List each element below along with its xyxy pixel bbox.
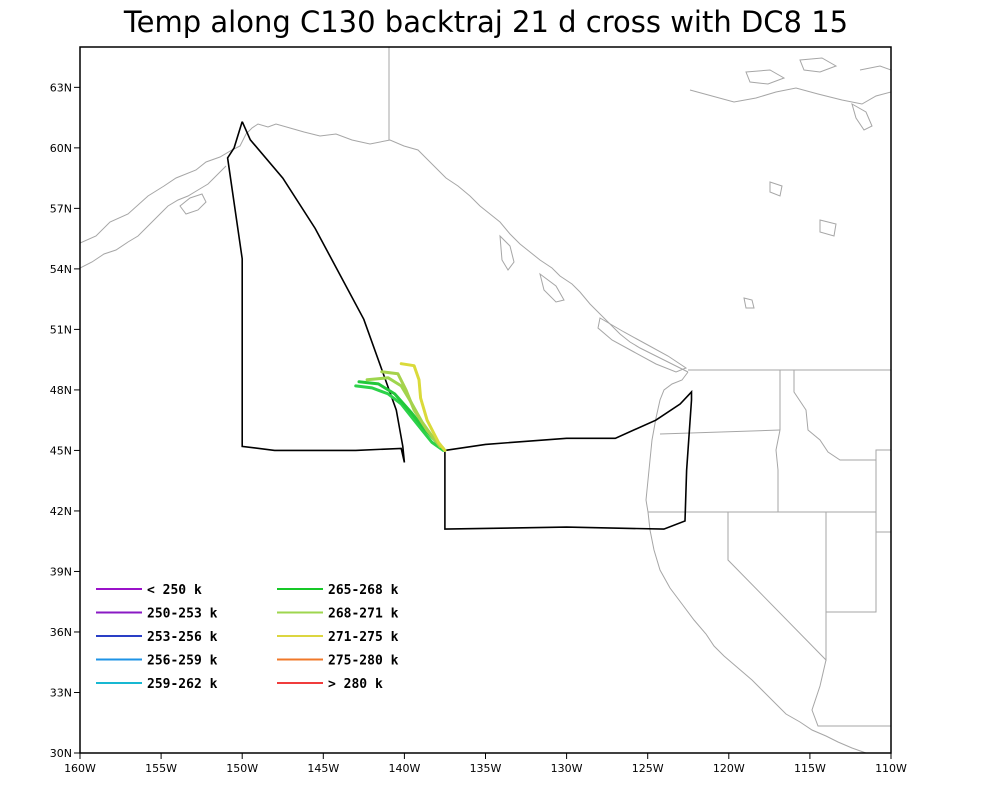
y-tick-label: 39N [50, 565, 72, 578]
x-tick-label: 120W [713, 762, 745, 775]
y-tick-label: 57N [50, 202, 72, 215]
map-plot-area [80, 47, 891, 753]
x-tick-label: 115W [794, 762, 826, 775]
legend-label: 256-259 k [147, 654, 218, 669]
x-tick-label: 135W [470, 762, 502, 775]
legend-label: 259-262 k [147, 677, 218, 692]
arizona-border [811, 659, 891, 727]
trajectory-0 [354, 384, 445, 452]
legend-label: 265-268 k [328, 583, 399, 598]
map-frame [79, 46, 892, 754]
x-tick-label: 130W [551, 762, 583, 775]
alaska-peninsula [80, 165, 227, 269]
x-tick-label: 160W [64, 762, 96, 775]
y-tick-label: 48N [50, 384, 72, 397]
longitude-axis: 160W 155W 150W 145W 140W 135W 130W 125W 120W 115W… [64, 753, 907, 775]
trajectory-3 [380, 370, 442, 448]
lakes [743, 181, 837, 309]
nevada-utah-border [826, 512, 877, 613]
y-tick-label: 45N [50, 444, 72, 457]
trajectory-4 [399, 362, 447, 452]
legend-label: 271-275 k [328, 630, 399, 645]
x-tick-label: 110W [875, 762, 907, 775]
us-west-coastline [645, 371, 867, 753]
legend-label: 275-280 k [328, 654, 399, 669]
flight-tracks [226, 121, 693, 530]
latitude-axis: 30N 33N 36N 39N 42N 45N 48N 51N 54N 57N 60N 63N [50, 81, 80, 760]
y-tick-label: 54N [50, 263, 72, 276]
bc-islands [499, 234, 565, 303]
y-tick-label: 42N [50, 505, 72, 518]
oregon-idaho-border [775, 429, 781, 512]
legend-label: 253-256 k [147, 630, 218, 645]
political-borders [388, 47, 891, 727]
legend-label: 250-253 k [147, 607, 218, 622]
legend-label: > 280 k [328, 677, 383, 692]
y-tick-label: 30N [50, 747, 72, 760]
idaho-montana-border [793, 370, 876, 461]
temperature-trajectories [354, 362, 447, 452]
x-tick-label: 145W [307, 762, 339, 775]
washington-oregon-border [659, 429, 781, 435]
map-title: Temp along C130 backtraj 21 d cross with… [123, 5, 848, 39]
alaska-coastline [80, 123, 689, 373]
y-tick-label: 63N [50, 81, 72, 94]
y-tick-label: 33N [50, 686, 72, 699]
temperature-legend: < 250 k 250-253 k 253-256 k 256-259 k 259-26… [96, 583, 399, 692]
flight-track-west [226, 121, 406, 463]
arctic-islands [745, 57, 891, 85]
y-tick-label: 60N [50, 142, 72, 155]
x-tick-label: 155W [145, 762, 177, 775]
y-tick-label: 51N [50, 323, 72, 336]
x-tick-label: 140W [388, 762, 420, 775]
lake-winnipeg-region [851, 102, 873, 131]
legend-label: 268-271 k [328, 607, 399, 622]
flight-track-east [444, 389, 693, 530]
y-tick-label: 36N [50, 626, 72, 639]
x-tick-label: 125W [632, 762, 664, 775]
legend-label: < 250 k [147, 583, 202, 598]
coastlines [80, 57, 891, 753]
northern-coastline [689, 87, 891, 105]
wyoming-border [875, 449, 891, 533]
kodiak-island [179, 193, 207, 215]
x-tick-label: 150W [226, 762, 258, 775]
vancouver-island [597, 317, 688, 373]
nevada-border [727, 512, 827, 662]
